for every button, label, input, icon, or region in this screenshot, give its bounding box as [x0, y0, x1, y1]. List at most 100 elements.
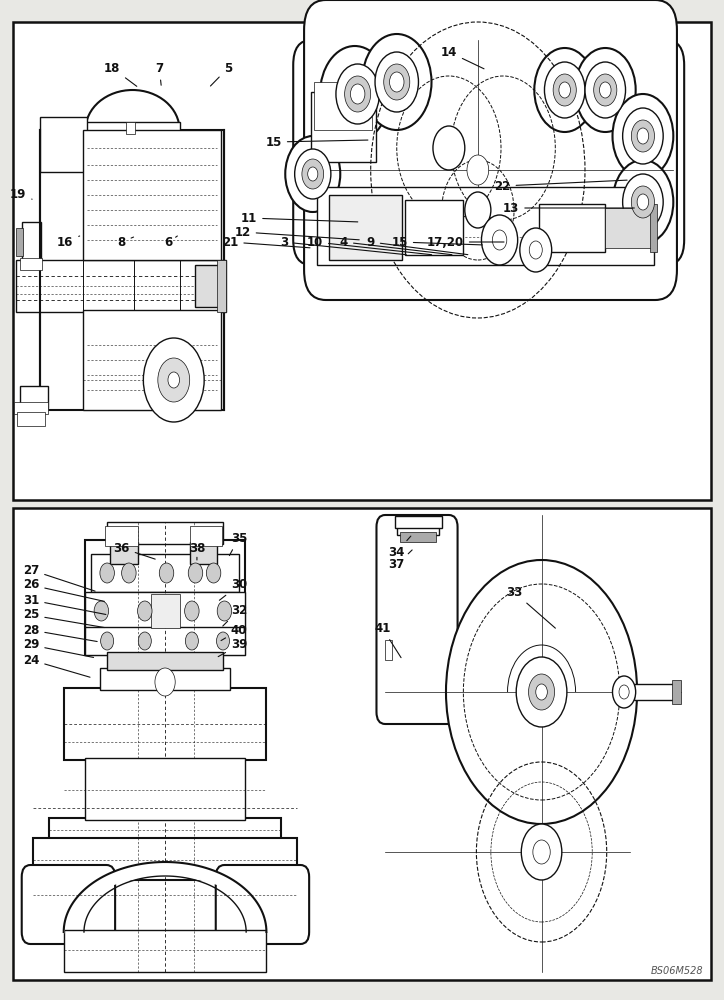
Text: 26: 26 [23, 578, 104, 601]
Text: 33: 33 [506, 585, 555, 628]
Circle shape [619, 685, 629, 699]
Text: 29: 29 [23, 639, 93, 657]
Text: 25: 25 [23, 608, 104, 628]
Circle shape [623, 108, 663, 164]
Text: 21: 21 [222, 235, 310, 248]
Text: 11: 11 [241, 212, 358, 225]
Bar [64, 930, 266, 972]
Circle shape [185, 632, 198, 650]
Text: 15: 15 [392, 235, 482, 248]
Circle shape [599, 82, 611, 98]
FancyBboxPatch shape [376, 515, 458, 724]
FancyBboxPatch shape [22, 865, 115, 944]
Circle shape [553, 74, 576, 106]
Text: 38: 38 [189, 542, 205, 560]
Circle shape [216, 632, 230, 650]
Circle shape [631, 120, 654, 152]
Circle shape [375, 52, 418, 112]
Text: 39: 39 [218, 639, 247, 657]
Bar [395, 516, 442, 528]
Circle shape [536, 684, 547, 700]
Circle shape [520, 228, 552, 272]
Circle shape [345, 76, 371, 112]
Text: 18: 18 [104, 62, 137, 86]
Circle shape [362, 34, 432, 130]
Bar [405, 200, 463, 255]
Circle shape [384, 64, 410, 100]
Bar [317, 187, 654, 265]
Text: 32: 32 [223, 603, 247, 626]
Circle shape [185, 601, 199, 621]
Bar [85, 122, 180, 170]
Bar [85, 540, 245, 655]
Bar [13, 508, 711, 980]
Circle shape [594, 74, 617, 106]
Bar [217, 260, 226, 312]
Text: 3: 3 [279, 235, 406, 255]
Circle shape [94, 601, 109, 621]
Circle shape [138, 632, 151, 650]
Circle shape [143, 338, 204, 422]
Bar [397, 515, 439, 535]
Bar [107, 652, 223, 670]
Circle shape [285, 136, 340, 212]
Bar [107, 522, 223, 544]
Text: 35: 35 [230, 532, 247, 556]
Bar [672, 680, 681, 704]
Text: 5: 5 [211, 62, 232, 86]
Bar [90, 554, 239, 592]
Circle shape [302, 159, 324, 189]
Circle shape [613, 94, 673, 178]
Circle shape [637, 194, 649, 210]
Text: 17,20: 17,20 [426, 235, 504, 248]
Text: 24: 24 [23, 654, 90, 677]
Text: 15: 15 [266, 135, 368, 148]
Circle shape [533, 840, 550, 864]
Text: 12: 12 [235, 226, 359, 240]
Bar [85, 758, 245, 820]
Bar [17, 412, 45, 426]
Bar [110, 542, 138, 564]
Circle shape [613, 676, 636, 708]
Circle shape [206, 563, 221, 583]
Bar [33, 838, 297, 880]
Text: 28: 28 [23, 624, 97, 642]
Bar [16, 260, 226, 312]
Bar [314, 82, 372, 130]
Circle shape [529, 674, 555, 710]
Circle shape [637, 128, 649, 144]
Circle shape [336, 64, 379, 124]
Circle shape [188, 563, 203, 583]
Circle shape [534, 48, 595, 132]
Bar [539, 204, 605, 252]
Bar [22, 222, 41, 260]
Bar [85, 627, 245, 655]
Circle shape [138, 601, 152, 621]
Circle shape [575, 48, 636, 132]
Circle shape [308, 167, 318, 181]
Text: 40: 40 [221, 624, 247, 641]
Text: 31: 31 [23, 593, 106, 614]
Text: 36: 36 [114, 542, 155, 559]
Text: 8: 8 [117, 235, 133, 248]
Circle shape [521, 824, 562, 880]
Bar [105, 526, 138, 546]
Circle shape [467, 155, 489, 185]
Circle shape [516, 657, 567, 727]
Bar [85, 592, 245, 630]
Bar [100, 668, 230, 690]
Bar [126, 122, 135, 134]
Circle shape [613, 160, 673, 244]
Bar [311, 92, 376, 162]
Text: 6: 6 [164, 235, 177, 248]
Bar [151, 594, 180, 628]
Bar [49, 818, 281, 840]
Circle shape [101, 632, 114, 650]
Circle shape [481, 215, 518, 265]
Text: 4: 4 [340, 235, 452, 255]
Bar [40, 117, 87, 172]
Text: 37: 37 [389, 550, 412, 572]
Text: 7: 7 [155, 62, 164, 85]
Text: 19: 19 [10, 188, 32, 202]
Circle shape [390, 72, 404, 92]
